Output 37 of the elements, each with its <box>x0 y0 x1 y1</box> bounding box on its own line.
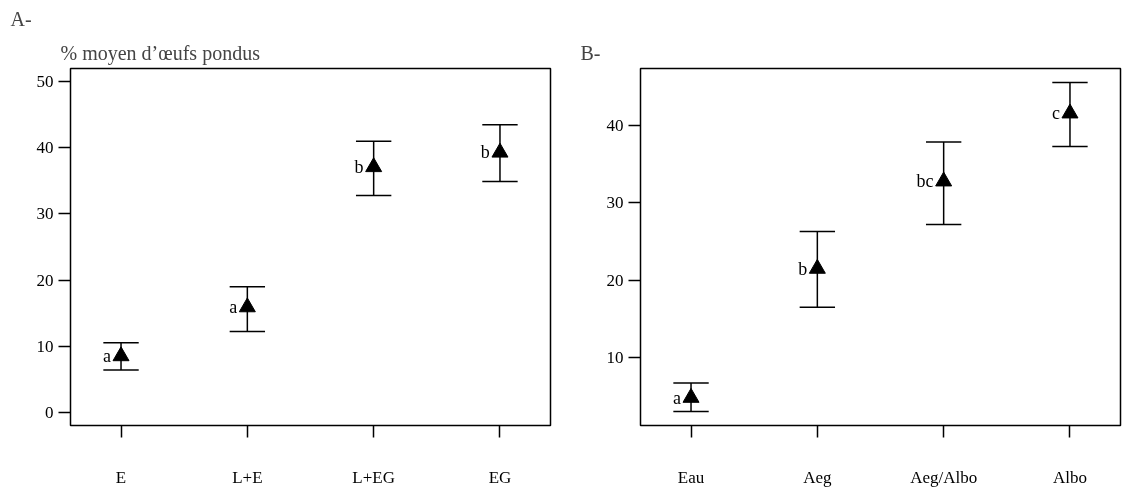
y-tick-label: 10 <box>36 336 54 356</box>
point <box>935 171 953 187</box>
y-tick-label: 40 <box>606 116 624 136</box>
x-tick-label: EG <box>488 467 512 487</box>
annotation: a <box>229 297 238 318</box>
x-tick-label: Eau <box>677 467 705 487</box>
x-tick-label: Aeg/Albo <box>910 467 978 487</box>
point <box>682 387 700 403</box>
annotation: a <box>102 346 111 367</box>
x-tick-label: E <box>115 467 127 487</box>
y-tick-label: 40 <box>36 138 54 158</box>
y-tick-label: 30 <box>606 193 624 213</box>
annotation: a <box>672 387 681 408</box>
annotation: b <box>480 142 490 163</box>
annotation: bc <box>916 171 934 192</box>
x-tick-label: L+EG <box>352 467 395 487</box>
point <box>365 157 383 173</box>
annotation: b <box>798 258 808 279</box>
x-tick-label: Aeg <box>803 467 832 487</box>
point <box>112 346 130 362</box>
y-tick-label: 0 <box>45 402 54 422</box>
annotation: c <box>1051 103 1060 124</box>
x-tick-label: L+E <box>232 467 263 487</box>
y-tick-label: 10 <box>606 348 624 367</box>
chart-title: A- <box>10 7 32 30</box>
y-tick-label: 50 <box>36 72 54 92</box>
y-tick-label: 20 <box>606 270 624 290</box>
y-axis-title: % moyen d’œufs pondus <box>60 41 261 65</box>
point <box>238 297 256 313</box>
x-tick-label: Albo <box>1052 467 1087 487</box>
point <box>1061 103 1079 119</box>
point <box>491 142 509 158</box>
chart-title: B- <box>580 41 601 64</box>
point <box>808 258 826 274</box>
y-tick-label: 30 <box>36 204 54 224</box>
annotation: b <box>354 157 364 178</box>
y-tick-label: 20 <box>36 270 54 290</box>
